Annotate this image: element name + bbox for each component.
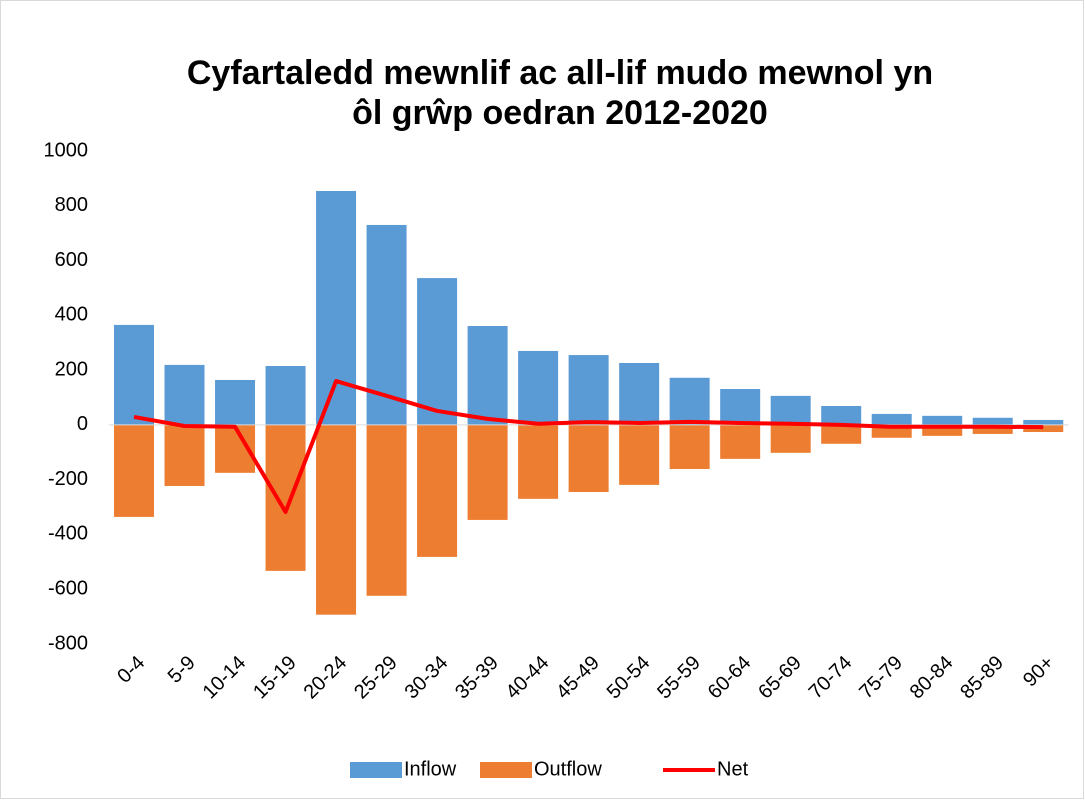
bar xyxy=(1023,424,1064,433)
bar xyxy=(720,424,761,459)
bar xyxy=(467,424,508,520)
bar xyxy=(821,405,862,425)
bar xyxy=(821,424,862,444)
y-tick-label: 200 xyxy=(55,358,88,380)
legend-label: Outflow xyxy=(534,758,602,780)
bar xyxy=(467,326,508,425)
bar xyxy=(1023,419,1064,425)
bar xyxy=(265,366,306,425)
bar xyxy=(265,424,306,571)
bar xyxy=(669,377,710,425)
y-tick-label: 800 xyxy=(55,194,88,216)
y-tick-label: -400 xyxy=(48,523,88,545)
bar xyxy=(417,278,458,425)
bar xyxy=(619,424,660,485)
chart-title: ôl grŵp oedran 2012-2020 xyxy=(352,94,768,132)
bar xyxy=(316,190,357,425)
legend-label: Net xyxy=(717,758,749,780)
y-tick-label: -600 xyxy=(48,578,88,600)
y-tick-label: -800 xyxy=(48,632,88,654)
chart-title: Cyfartaledd mewnlif ac all-lif mudo mewn… xyxy=(187,54,933,92)
net-line xyxy=(133,379,1044,514)
bar xyxy=(619,362,660,425)
bar xyxy=(720,389,761,425)
bar xyxy=(770,424,811,453)
bar xyxy=(114,424,155,517)
bar xyxy=(164,364,205,425)
bar xyxy=(316,424,357,615)
y-tick-label: 1000 xyxy=(44,139,89,161)
bar xyxy=(972,417,1013,425)
bar xyxy=(366,424,407,596)
bar xyxy=(568,355,609,425)
bar xyxy=(922,415,963,425)
bar xyxy=(518,350,559,425)
legend-swatch xyxy=(480,762,532,778)
y-tick-label: 400 xyxy=(55,304,88,326)
bar xyxy=(518,424,559,499)
bar xyxy=(215,379,256,425)
bar xyxy=(114,324,155,425)
legend-swatch xyxy=(350,762,402,778)
y-tick-label: 0 xyxy=(77,413,88,435)
bar xyxy=(922,424,963,436)
bar xyxy=(972,424,1013,434)
y-tick-label: -200 xyxy=(48,468,88,490)
legend-label: Inflow xyxy=(404,758,457,780)
bar xyxy=(770,395,811,425)
bar xyxy=(669,424,710,469)
bar xyxy=(871,413,912,425)
bar xyxy=(164,424,205,486)
y-tick-label: 600 xyxy=(55,249,88,271)
bar xyxy=(568,424,609,492)
bar xyxy=(417,424,458,557)
